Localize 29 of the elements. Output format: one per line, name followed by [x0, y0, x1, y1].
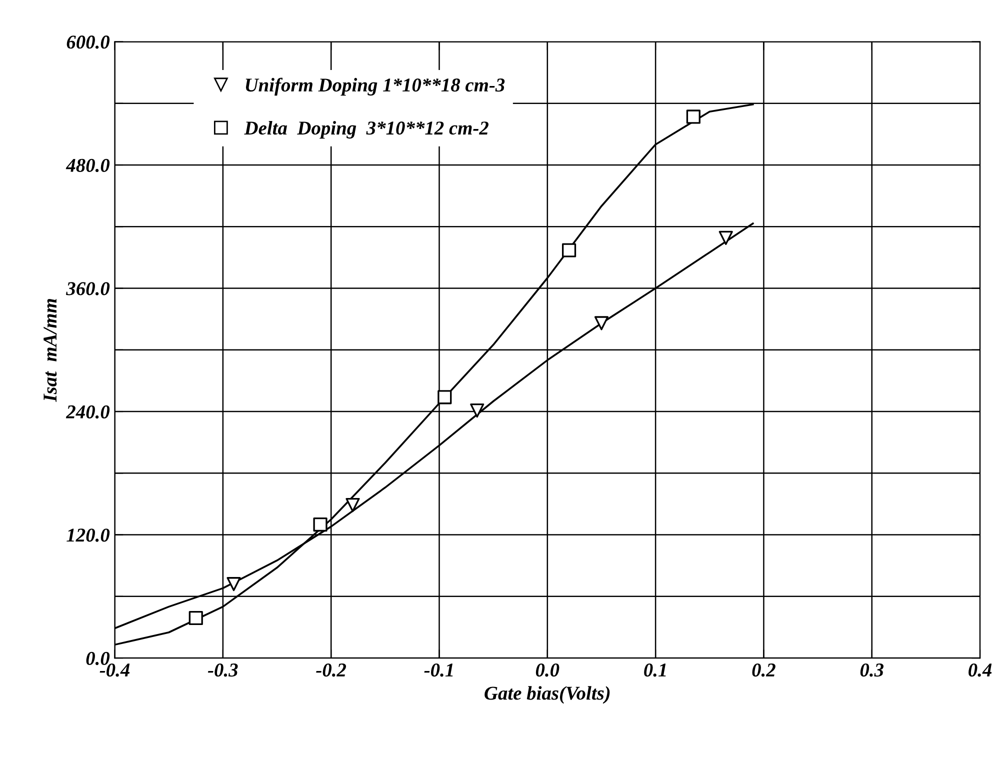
x-axis-title: Gate bias(Volts)	[484, 686, 610, 704]
x-tick-label: -0.4	[100, 663, 130, 677]
x-tick-label: -0.3	[208, 663, 238, 677]
x-tick-label: -0.2	[316, 663, 346, 677]
legend-label: Uniform Doping 1*10**18 cm-3	[246, 78, 505, 96]
point	[438, 390, 452, 404]
y-tick-label: 240.0	[66, 405, 110, 419]
y-tick-label: 360.0	[66, 282, 110, 296]
point	[226, 577, 241, 592]
point	[718, 230, 733, 245]
y-tick-label: 600.0	[66, 36, 110, 49]
x-tick-label: -0.1	[424, 663, 453, 677]
x-tick-label: 0.4	[968, 663, 992, 677]
point	[594, 316, 609, 330]
x-tick-label: 0.3	[860, 663, 884, 677]
point	[188, 610, 203, 626]
x-tick-label: 0.2	[752, 663, 776, 677]
y-tick-label: 0.0	[86, 652, 110, 666]
point	[686, 110, 700, 124]
x-tick-label: 0.0	[536, 663, 560, 677]
point	[313, 517, 328, 532]
y-axis-title: Isat mA/mm	[44, 298, 57, 402]
x-tick-label: 0.1	[644, 663, 666, 677]
point	[470, 403, 484, 418]
legend-label: Delta Doping 3*10**12 cm-2	[244, 120, 488, 139]
y-tick-label: 120.0	[66, 528, 110, 542]
point	[346, 498, 360, 512]
y-tick-label: 480.0	[66, 158, 110, 172]
point	[562, 243, 576, 258]
